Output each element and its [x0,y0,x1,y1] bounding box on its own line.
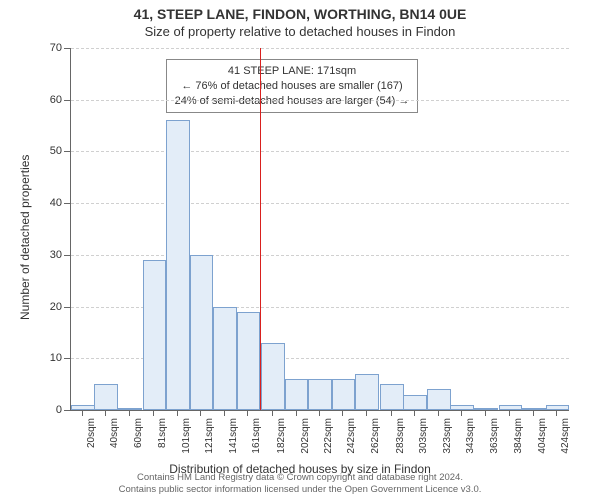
x-tick [461,410,462,416]
x-tick [224,410,225,416]
y-tick-label: 70 [34,42,62,54]
y-tick-label: 0 [34,404,62,416]
x-tick [556,410,557,416]
y-tick [64,203,70,204]
y-tick-label: 40 [34,197,62,209]
footer-line-2: Contains public sector information licen… [0,484,600,496]
x-tick-label: 141sqm [228,418,239,462]
y-tick-label: 50 [34,145,62,157]
annotation-line-3: 24% of semi-detached houses are larger (… [175,94,410,109]
chart-subtitle: Size of property relative to detached ho… [0,24,600,39]
histogram-bar [285,379,309,410]
x-tick [342,410,343,416]
histogram-bar [403,395,427,411]
histogram-bar [190,255,214,410]
x-tick-label: 424sqm [560,418,571,462]
x-tick [272,410,273,416]
x-tick-label: 20sqm [86,418,97,462]
y-tick [64,307,70,308]
x-tick [533,410,534,416]
x-tick [366,410,367,416]
y-tick [64,48,70,49]
grid-line [71,100,569,101]
property-marker-line [260,48,261,410]
histogram-bar [450,405,474,410]
histogram-bar [546,405,570,410]
x-tick [438,410,439,416]
x-tick [129,410,130,416]
x-tick [414,410,415,416]
annotation-box: 41 STEEP LANE: 171sqm ← 76% of detached … [166,59,419,114]
y-axis-title: Number of detached properties [18,155,32,320]
histogram-bar [213,307,237,410]
x-tick [391,410,392,416]
y-tick [64,255,70,256]
x-tick-label: 262sqm [370,418,381,462]
histogram-bar [380,384,404,410]
x-tick [485,410,486,416]
plot-area: 41 STEEP LANE: 171sqm ← 76% of detached … [70,48,569,411]
x-tick-label: 101sqm [181,418,192,462]
x-tick-label: 60sqm [133,418,144,462]
x-tick [153,410,154,416]
y-tick [64,151,70,152]
y-tick [64,410,70,411]
x-tick-label: 384sqm [513,418,524,462]
histogram-bar [94,384,118,410]
property-size-chart: 41, STEEP LANE, FINDON, WORTHING, BN14 0… [0,0,600,500]
x-tick-label: 161sqm [251,418,262,462]
chart-title: 41, STEEP LANE, FINDON, WORTHING, BN14 0… [0,6,600,22]
histogram-bar [261,343,285,410]
grid-line [71,151,569,152]
annotation-line-1: 41 STEEP LANE: 171sqm [175,64,410,79]
histogram-bar [522,408,546,410]
x-tick [319,410,320,416]
x-tick-label: 283sqm [395,418,406,462]
x-tick [105,410,106,416]
histogram-bar [355,374,379,410]
y-tick-label: 30 [34,249,62,261]
histogram-bar [308,379,332,410]
x-tick [247,410,248,416]
annotation-line-2: ← 76% of detached houses are smaller (16… [175,79,410,94]
x-tick-label: 222sqm [323,418,334,462]
grid-line [71,203,569,204]
y-tick [64,100,70,101]
x-tick-label: 404sqm [537,418,548,462]
x-tick-label: 343sqm [465,418,476,462]
x-tick-label: 323sqm [442,418,453,462]
x-tick-label: 40sqm [109,418,120,462]
grid-line [71,255,569,256]
x-tick [177,410,178,416]
chart-footer: Contains HM Land Registry data © Crown c… [0,472,600,496]
x-tick [200,410,201,416]
x-tick-label: 202sqm [300,418,311,462]
x-tick-label: 81sqm [157,418,168,462]
x-tick-label: 303sqm [418,418,429,462]
y-tick-label: 60 [34,94,62,106]
histogram-bar [71,405,95,410]
grid-line [71,48,569,49]
y-tick-label: 20 [34,301,62,313]
x-tick [509,410,510,416]
x-tick-label: 182sqm [276,418,287,462]
x-tick-label: 242sqm [346,418,357,462]
y-tick [64,358,70,359]
x-tick-label: 363sqm [489,418,500,462]
histogram-bar [118,408,142,410]
histogram-bar [143,260,167,410]
histogram-bar [427,389,451,410]
histogram-bar [166,120,190,410]
histogram-bar [237,312,261,410]
x-tick [296,410,297,416]
x-tick [82,410,83,416]
footer-line-1: Contains HM Land Registry data © Crown c… [0,472,600,484]
histogram-bar [474,408,498,410]
x-tick-label: 121sqm [204,418,215,462]
histogram-bar [499,405,523,410]
y-tick-label: 10 [34,352,62,364]
histogram-bar [332,379,356,410]
